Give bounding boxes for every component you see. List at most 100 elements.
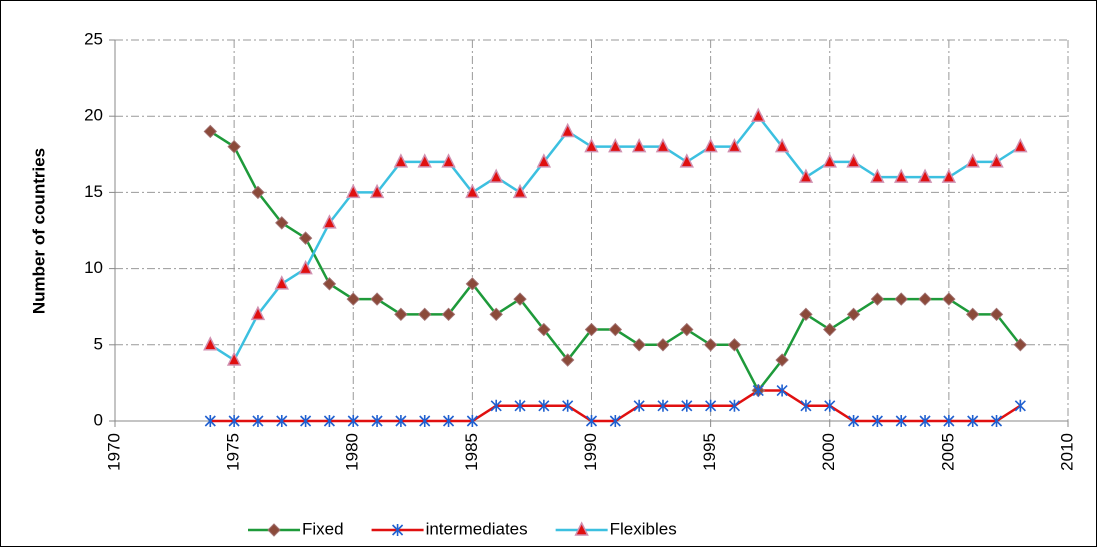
marker: [727, 138, 742, 153]
marker: [251, 185, 265, 200]
legend-label: intermediates: [426, 519, 528, 538]
marker: [870, 168, 885, 183]
y-tick-label: 20: [84, 106, 103, 125]
legend-item: Flexibles: [555, 519, 677, 538]
marker: [631, 138, 647, 153]
marker: [752, 384, 764, 397]
legend-label: Flexibles: [610, 519, 677, 538]
marker: [538, 399, 550, 412]
marker: [395, 415, 407, 427]
y-tick-label: 0: [94, 410, 103, 429]
marker: [276, 415, 288, 427]
marker: [679, 153, 695, 168]
marker: [632, 338, 646, 352]
marker: [703, 138, 718, 153]
marker: [252, 415, 264, 427]
marker: [228, 415, 240, 427]
marker: [574, 521, 589, 536]
x-tick-label: 1985: [462, 433, 481, 471]
marker: [347, 415, 359, 427]
marker: [322, 277, 337, 291]
marker: [323, 415, 335, 427]
marker: [369, 183, 385, 199]
x-tick-label: 2005: [938, 433, 957, 471]
marker: [419, 415, 431, 427]
marker: [775, 353, 789, 367]
marker: [488, 168, 504, 183]
marker: [204, 415, 216, 427]
marker: [274, 275, 289, 290]
marker: [536, 153, 552, 168]
marker: [298, 259, 313, 275]
x-tick-label: 2000: [819, 433, 838, 471]
marker: [681, 399, 693, 412]
marker: [371, 415, 383, 427]
marker: [203, 124, 218, 139]
marker: [346, 183, 361, 199]
marker: [514, 399, 526, 412]
marker: [846, 153, 861, 168]
y-tick-label: 10: [84, 258, 103, 277]
marker: [967, 415, 979, 427]
marker: [918, 292, 932, 306]
marker: [441, 307, 456, 322]
marker: [823, 322, 837, 337]
marker: [394, 307, 408, 322]
y-tick-label: 15: [84, 182, 103, 201]
marker: [751, 107, 766, 122]
marker: [298, 231, 313, 245]
marker: [227, 139, 241, 154]
marker: [919, 415, 931, 427]
marker: [300, 415, 312, 427]
marker: [656, 338, 670, 352]
marker: [703, 338, 718, 352]
marker: [418, 307, 432, 322]
marker: [609, 415, 621, 427]
marker: [584, 322, 599, 337]
y-axis-label: Number of countries: [29, 148, 48, 314]
marker: [608, 138, 623, 153]
marker: [393, 153, 409, 168]
marker: [1014, 399, 1026, 412]
marker: [633, 399, 645, 412]
marker: [250, 305, 266, 321]
marker: [465, 183, 480, 199]
x-tick-label: 1975: [224, 433, 243, 471]
marker: [322, 214, 337, 229]
marker: [894, 292, 908, 306]
marker: [989, 153, 1004, 168]
marker: [267, 523, 281, 537]
marker: [848, 415, 860, 427]
marker: [965, 307, 980, 322]
legend-item: Fixed: [248, 519, 344, 538]
x-tick-label: 1980: [343, 433, 362, 471]
marker: [585, 415, 598, 427]
marker: [1013, 138, 1028, 153]
marker: [513, 292, 527, 306]
marker: [989, 307, 1004, 322]
marker: [894, 168, 909, 183]
legend-label: Fixed: [302, 519, 344, 538]
marker: [465, 277, 480, 291]
marker: [226, 351, 242, 366]
y-tick-label: 5: [94, 334, 103, 353]
legend-item: intermediates: [371, 519, 528, 538]
x-tick-label: 1990: [581, 433, 600, 471]
marker: [824, 399, 836, 412]
marker: [776, 384, 788, 397]
marker: [417, 153, 432, 168]
marker: [442, 415, 455, 427]
legend: Fixed intermediates Flexibles: [248, 519, 677, 538]
marker: [917, 168, 933, 183]
marker: [895, 415, 907, 427]
marker: [942, 292, 956, 306]
marker: [798, 168, 814, 183]
marker: [870, 292, 885, 306]
marker: [489, 307, 503, 322]
marker: [680, 322, 694, 337]
marker: [560, 353, 575, 367]
marker: [943, 415, 955, 427]
marker: [799, 307, 813, 322]
x-tick-label: 1970: [104, 433, 123, 471]
